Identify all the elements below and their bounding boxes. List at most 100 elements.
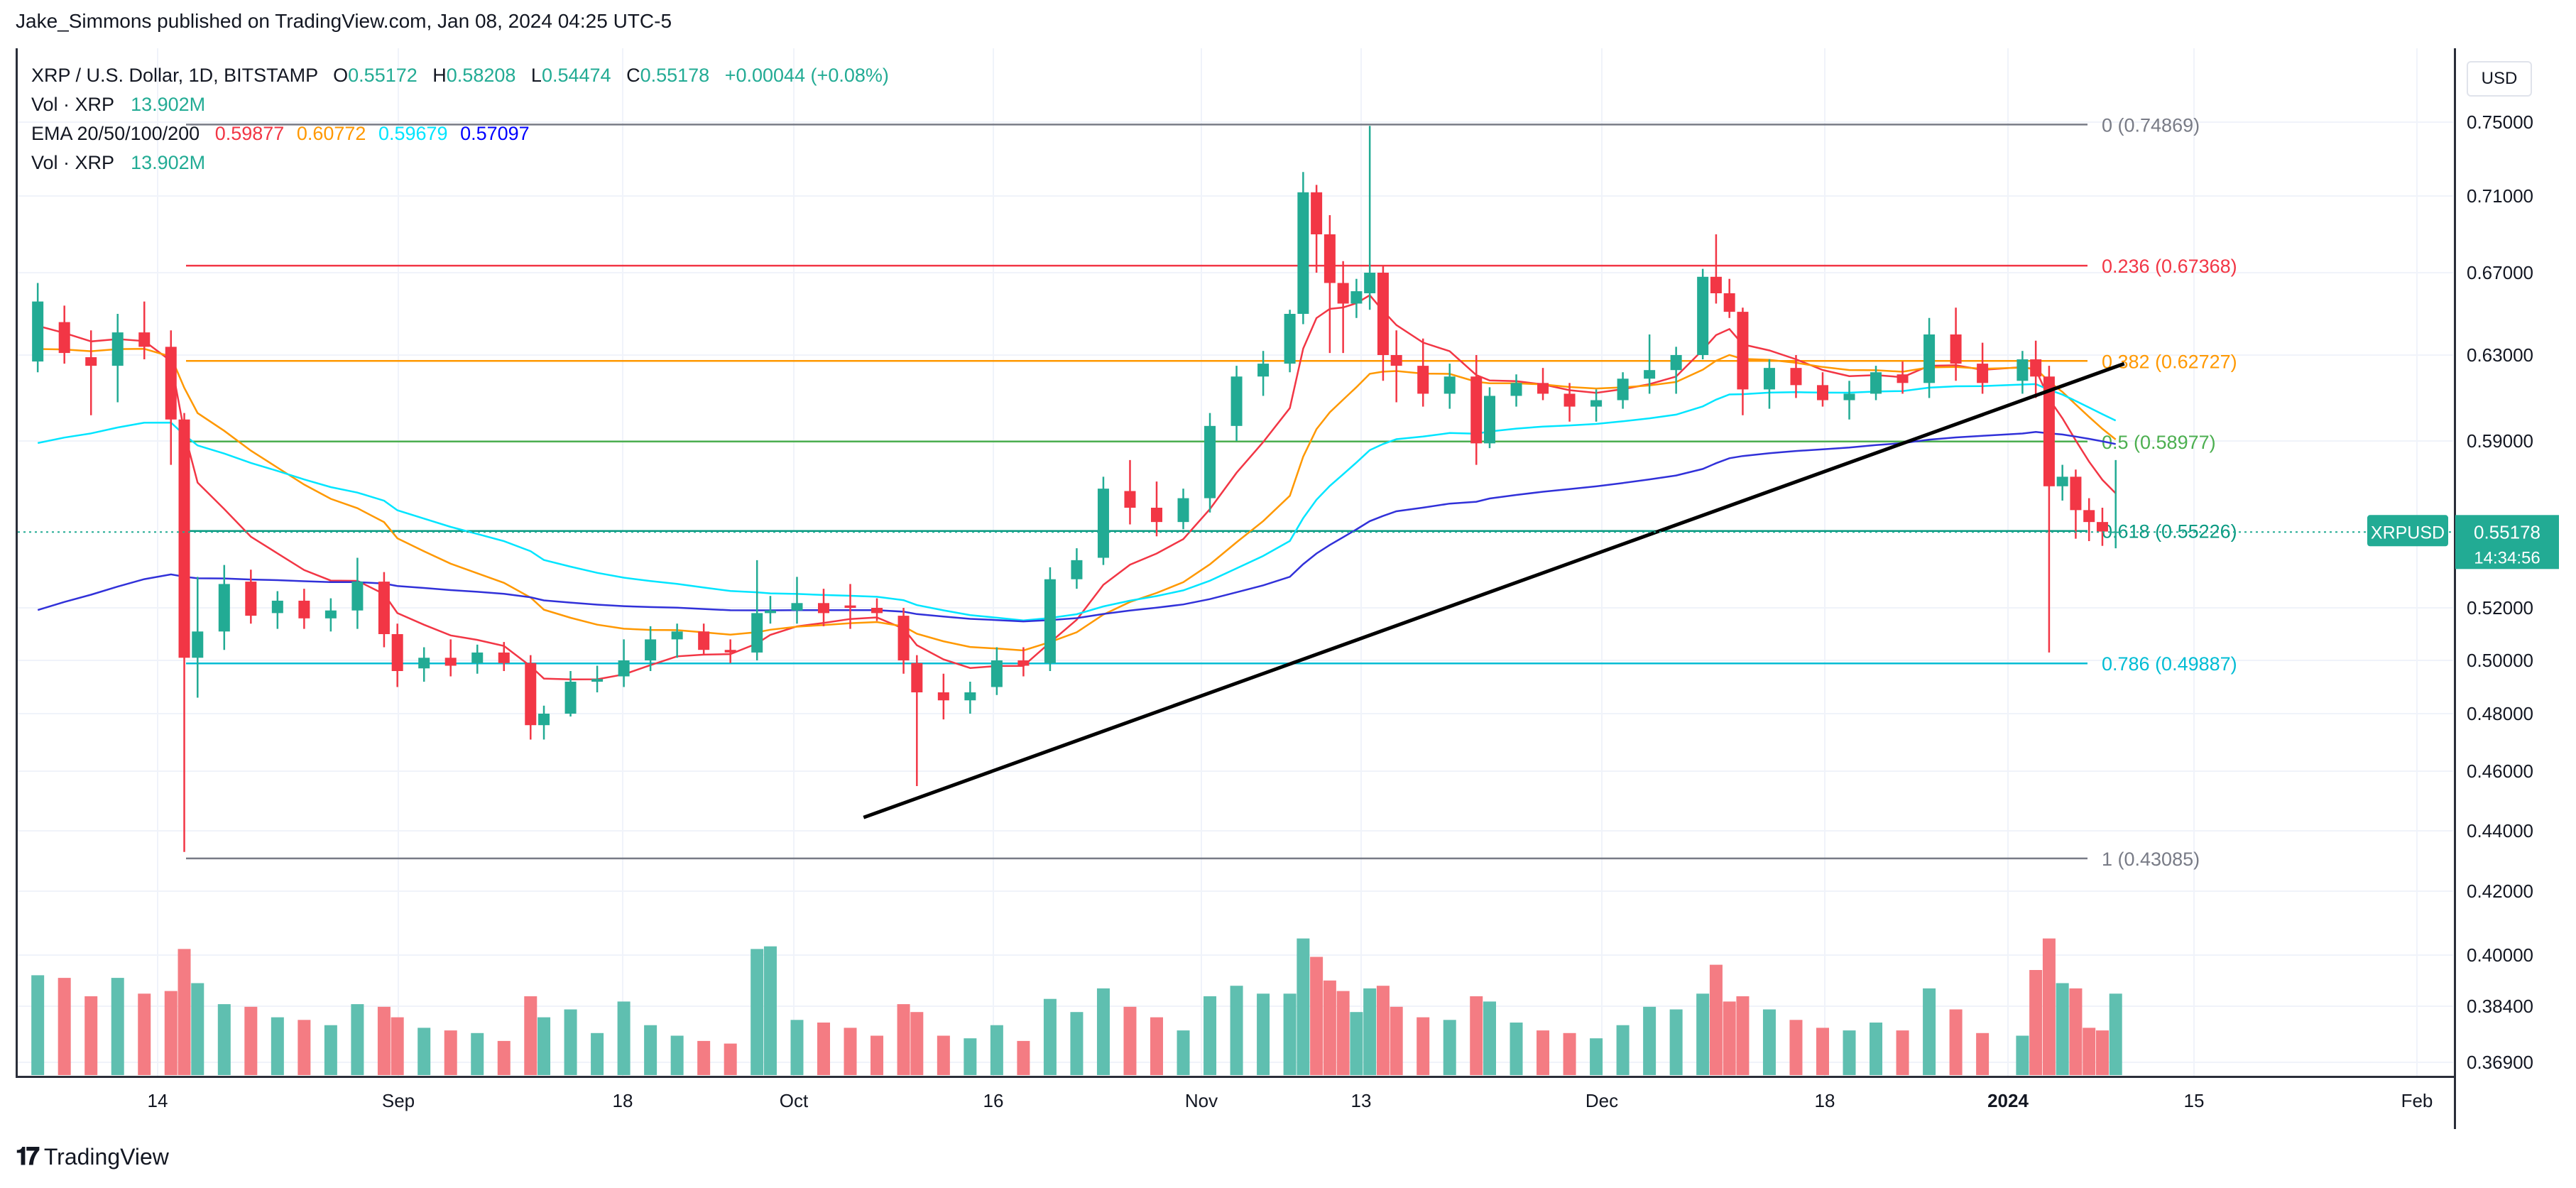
tradingview-logo[interactable]: 𝟏𝟕 TradingView (16, 1143, 169, 1171)
candle-body (245, 582, 257, 616)
volume-bar (1070, 1012, 1084, 1075)
volume-bar (471, 1032, 484, 1075)
candle-body (911, 663, 923, 692)
candle-body (1337, 283, 1349, 304)
candle-body (2056, 476, 2068, 486)
candle-body (1230, 376, 1243, 426)
candle-body (32, 301, 44, 362)
time-tick-label: 2024 (1987, 1090, 2029, 1111)
candle-body (1950, 334, 1962, 364)
candle-body (1311, 192, 1323, 234)
candle-body (1443, 376, 1456, 394)
volume-label-2: Vol · XRP (31, 152, 114, 173)
volume-bar (1616, 1025, 1630, 1075)
close-label: C (626, 65, 640, 86)
candle-body (525, 663, 537, 726)
candle-body (1177, 498, 1189, 523)
volume-bar (790, 1020, 804, 1075)
price-tick-label: 0.42000 (2467, 881, 2533, 902)
volume-bar (1896, 1030, 1909, 1075)
candle-body (1257, 364, 1270, 377)
volume-bar (2042, 938, 2056, 1075)
volume-bar (31, 975, 45, 1075)
legend-volume-row-2[interactable]: Vol · XRP 13.902M (31, 148, 889, 178)
candle-body (1710, 276, 1722, 293)
volume-bar (644, 1025, 657, 1075)
candle-body (138, 332, 151, 347)
publisher-line: Jake_Simmons published on TradingView.co… (16, 10, 672, 32)
candle-body (111, 332, 124, 366)
volume-bar (1310, 957, 1324, 1075)
volume-bar (670, 1035, 684, 1075)
volume-bar (1096, 988, 1110, 1075)
price-tick-label: 0.38400 (2467, 996, 2533, 1017)
ema-label: EMA 20/50/100/200 (31, 123, 200, 144)
volume-bar (617, 1001, 631, 1075)
volume-bar (537, 1017, 551, 1075)
volume-bar (524, 996, 537, 1075)
candle-body (2016, 359, 2029, 381)
candle-body (751, 613, 763, 653)
price-axis: 0.75000 0.71000 0.67000 0.63000 0.59000 0.520… (2467, 111, 2533, 1073)
volume-bar (1150, 1017, 1163, 1075)
time-tick-label: Feb (2401, 1090, 2433, 1111)
candle-body (165, 347, 177, 420)
price-tick-label: 0.40000 (2467, 944, 2533, 966)
volume-bar (1283, 993, 1297, 1075)
volume-bar (1537, 1030, 1550, 1075)
volume-bar (444, 1030, 457, 1075)
candle-body (58, 322, 70, 354)
candle-body (764, 610, 776, 614)
candle-body (1044, 579, 1056, 663)
support-trendline (863, 361, 2125, 819)
time-tick-label: Oct (780, 1090, 809, 1111)
volume-bar (217, 1004, 231, 1075)
currency-selector[interactable]: USD (2467, 61, 2532, 97)
price-tick-label: 0.46000 (2467, 761, 2533, 782)
candle-body (1563, 393, 1576, 407)
candle-body (1737, 312, 1749, 390)
fib-level-label: 0.382 (0.62727) (2102, 351, 2237, 372)
brand-name: TradingView (43, 1144, 169, 1170)
volume-bar (138, 993, 151, 1075)
high-label: H (432, 65, 447, 86)
volume-bar (1590, 1038, 1603, 1075)
volume-bar (1949, 1009, 1963, 1075)
volume-value: 13.902M (131, 94, 206, 115)
volume-bar (271, 1017, 284, 1075)
ema100-value: 0.59679 (378, 123, 448, 144)
legend-ema-row[interactable]: EMA 20/50/100/200 0.59877 0.60772 0.5967… (31, 119, 889, 148)
legend-symbol-row[interactable]: XRP / U.S. Dollar, 1D, BITSTAMP O0.55172… (31, 61, 889, 90)
volume-bar (1043, 998, 1057, 1075)
ema200-value: 0.57097 (460, 123, 530, 144)
candle-body (964, 692, 976, 701)
chart-pane[interactable] (16, 48, 2454, 1078)
volume-bar (1723, 1001, 1736, 1075)
candle-body (85, 357, 97, 366)
candle-body (2043, 376, 2055, 486)
volume-bar (377, 1006, 391, 1075)
candle-body (791, 603, 803, 611)
volume-bar (2083, 1028, 2096, 1075)
volume-bar (84, 996, 98, 1075)
candle-body (271, 600, 283, 614)
time-tick-label: Nov (1185, 1090, 1218, 1111)
volume-bar (724, 1043, 737, 1075)
candle-body (1896, 374, 1909, 383)
fib-level-label: 0.786 (0.49887) (2102, 653, 2237, 675)
volume-bar (910, 1012, 924, 1075)
candle-body (178, 419, 190, 658)
ema20-line (37, 294, 2117, 681)
fib-level-label: 0.5 (0.58977) (2102, 432, 2216, 453)
price-tick-label: 0.75000 (2467, 111, 2533, 133)
volume-bar (751, 949, 764, 1075)
candle-body (1204, 425, 1216, 498)
volume-bar (1709, 964, 1723, 1075)
time-tick-label: 15 (2184, 1090, 2205, 1111)
volume-bar (1297, 938, 1310, 1075)
chart-legend: XRP / U.S. Dollar, 1D, BITSTAMP O0.55172… (31, 61, 889, 178)
time-axis: 14 Sep 18 Oct 16 Nov 13 Dec 18 2024 15 Feb (148, 1090, 2433, 1111)
legend-volume-row[interactable]: Vol · XRP 13.902M (31, 90, 889, 119)
volume-bar (2056, 983, 2069, 1075)
